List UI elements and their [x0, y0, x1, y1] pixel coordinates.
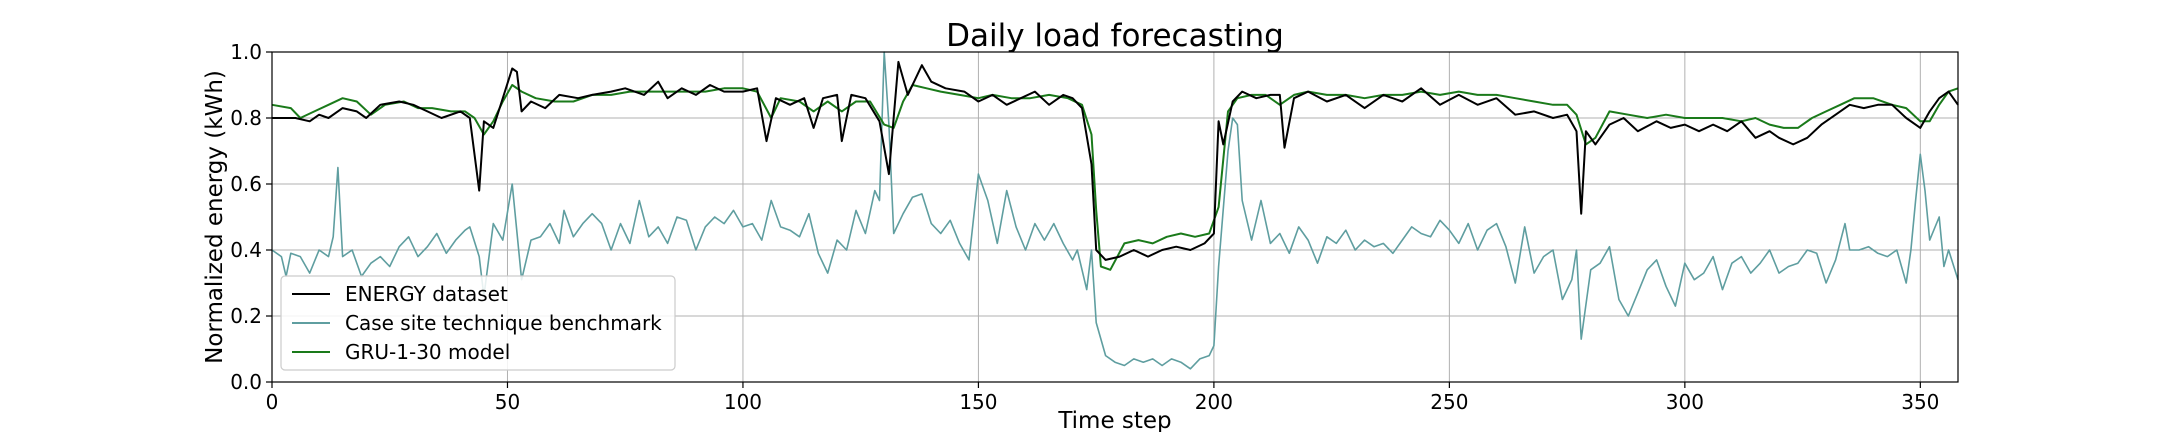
x-tick-label: 250: [1430, 390, 1468, 414]
legend: ENERGY dataset Case site technique bench…: [280, 275, 676, 371]
y-tick-label: 0.2: [230, 304, 262, 328]
x-tick-label: 350: [1901, 390, 1939, 414]
x-axis-ticks: 0 50 100 150 200 250 300 350: [266, 382, 1939, 414]
x-tick-label: 200: [1195, 390, 1233, 414]
y-tick-label: 0.4: [230, 238, 262, 262]
series-gru-model: [271, 84, 1959, 271]
legend-label-energy-dataset: ENERGY dataset: [345, 282, 508, 306]
series-case-site-benchmark: [271, 51, 1959, 370]
y-axis-label: Normalized energy (kWh): [202, 70, 228, 364]
y-tick-label: 1.0: [230, 40, 262, 64]
plot-frame: [271, 51, 1959, 383]
series-energy-dataset: [272, 60, 1959, 261]
y-tick-label: 0.0: [230, 370, 262, 394]
legend-label-case-site-benchmark: Case site technique benchmark: [345, 311, 662, 335]
y-axis-ticks: 0.0 0.2 0.4 0.6 0.8 1.0: [230, 40, 272, 394]
x-tick-label: 100: [724, 390, 762, 414]
x-axis-label: Time step: [1057, 408, 1171, 432]
x-tick-label: 50: [495, 390, 520, 414]
legend-box: [280, 275, 676, 371]
chart-title: Daily load forecasting: [946, 18, 1284, 54]
series-layer: [271, 51, 1959, 370]
y-tick-label: 0.8: [230, 106, 262, 130]
x-tick-label: 150: [959, 390, 997, 414]
x-tick-label: 300: [1666, 390, 1704, 414]
x-tick-label: 0: [266, 390, 279, 414]
y-tick-label: 0.6: [230, 172, 262, 196]
legend-label-gru-model: GRU-1-30 model: [345, 340, 510, 364]
